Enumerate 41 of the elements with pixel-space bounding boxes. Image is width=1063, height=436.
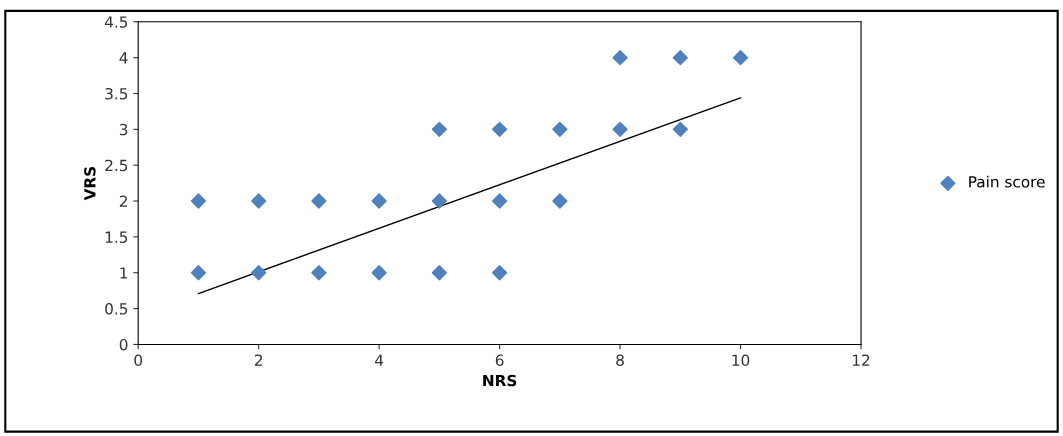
point [431,121,448,137]
y-tick-label: 0 [119,338,128,351]
y-tick-label: 4 [119,52,128,64]
x-tick-label: 0 [134,354,143,366]
point [371,265,387,281]
y-axis-title: VRS [84,166,96,201]
point [672,121,688,137]
y-tick-label: 0.5 [105,303,128,315]
x-tick-label: 10 [732,354,750,366]
x-tick-label: 6 [495,354,504,366]
point [311,193,327,209]
y-tick-label: 1 [120,267,128,279]
point [251,265,267,281]
point [552,193,568,209]
point [491,265,508,281]
y-tick-label: 3 [119,123,128,136]
point [431,193,448,209]
y-tick-label: 4.5 [104,16,128,28]
point [491,121,508,137]
point [311,265,327,281]
point [612,121,628,137]
point [672,50,688,66]
x-tick-label: 2 [254,354,262,366]
y-tick-label: 3.5 [105,87,128,100]
point [491,193,508,209]
point [251,193,267,209]
point [612,50,628,66]
x-axis-title: NRS [483,374,517,387]
point [190,193,207,209]
legend-label: Pain score [969,175,1045,188]
x-tick-label: 12 [852,354,870,366]
y-tick-label: 2 [119,195,127,207]
y-tick-label: 1.5 [105,231,128,243]
x-tick-label: 8 [616,354,624,366]
point [190,265,207,281]
point [431,265,448,281]
x-tick-label: 4 [375,354,384,366]
point [552,121,568,137]
point [732,50,749,66]
y-tick-label: 2.5 [105,159,128,172]
point [371,193,387,209]
